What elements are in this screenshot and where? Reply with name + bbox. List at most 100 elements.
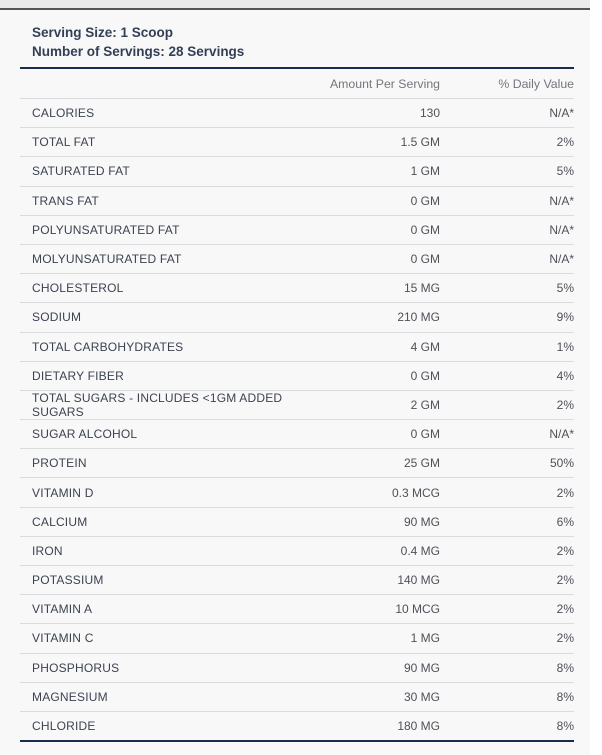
nutrient-amount: 1 MG	[410, 631, 440, 646]
nutrient-amount: 1 GM	[410, 164, 440, 179]
nutrient-name: CALCIUM	[32, 514, 88, 529]
nutrient-daily-value: 5%	[556, 164, 574, 179]
nutrient-daily-value: N/A*	[549, 106, 574, 121]
nutrient-amount: 0 GM	[410, 252, 440, 267]
nutrient-name: IRON	[32, 543, 63, 558]
table-row: VITAMIN D 0.3 MCG 2%	[20, 477, 574, 506]
nutrient-daily-value: 2%	[556, 135, 574, 150]
table-row: VITAMIN A 10 MCG 2%	[20, 594, 574, 623]
nutrient-daily-value: 8%	[556, 719, 574, 734]
page-top-strip	[0, 0, 590, 8]
nutrient-daily-value: 2%	[556, 485, 574, 500]
nutrient-name: MAGNESIUM	[32, 689, 108, 704]
nutrient-daily-value: 50%	[549, 456, 574, 471]
header-amount-per-serving: Amount Per Serving	[329, 76, 440, 91]
nutrient-daily-value: 4%	[556, 368, 574, 383]
nutrient-amount: 0 GM	[410, 427, 440, 442]
nutrient-daily-value: N/A*	[549, 222, 574, 237]
nutrient-amount: 10 MCG	[395, 602, 440, 617]
nutrition-panel: Serving Size: 1 Scoop Number of Servings…	[0, 8, 590, 755]
nutrient-amount: 4 GM	[410, 339, 440, 354]
nutrient-daily-value: 9%	[556, 310, 574, 325]
nutrient-daily-value: N/A*	[549, 193, 574, 208]
table-row: TRANS FAT 0 GM N/A*	[20, 185, 574, 215]
nutrient-daily-value: 2%	[556, 602, 574, 617]
table-row: SUGAR ALCOHOL 0 GM N/A*	[20, 419, 574, 448]
nutrient-amount: 30 MG	[403, 689, 440, 704]
nutrient-name: PHOSPHORUS	[32, 660, 120, 675]
table-row: TOTAL SUGARS - INCLUDES <1GM ADDED SUGAR…	[20, 389, 574, 419]
nutrient-amount: 0.4 MG	[400, 543, 440, 558]
nutrient-amount: 25 GM	[403, 456, 440, 471]
nutrient-amount: 15 MG	[403, 281, 440, 296]
nutrient-amount: 210 MG	[397, 310, 440, 325]
nutrient-amount: 2 GM	[410, 397, 440, 412]
table-row: CHOLESTEROL 15 MG 5%	[20, 273, 574, 302]
nutrient-name: MOLYUNSATURATED FAT	[32, 252, 182, 267]
nutrient-name: VITAMIN C	[32, 631, 94, 646]
table-row: POTASSIUM 140 MG 2%	[20, 565, 574, 594]
nutrient-name: TOTAL CARBOHYDRATES	[32, 339, 184, 354]
table-row: CALORIES 130 N/A*	[20, 98, 574, 127]
nutrient-name: SATURATED FAT	[32, 164, 130, 179]
table-row: TOTAL FAT 1.5 GM 2%	[20, 127, 574, 156]
nutrient-daily-value: N/A*	[549, 427, 574, 442]
nutrient-amount: 90 MG	[403, 660, 440, 675]
nutrient-daily-value: 2%	[556, 631, 574, 646]
nutrient-daily-value: 8%	[556, 689, 574, 704]
nutrient-name: TOTAL SUGARS - INCLUDES <1GM ADDED SUGAR…	[32, 390, 283, 419]
nutrient-daily-value: 8%	[556, 660, 574, 675]
table-row: PROTEIN 25 GM 50%	[20, 448, 574, 477]
table-row: MOLYUNSATURATED FAT 0 GM N/A*	[20, 243, 574, 273]
nutrient-amount: 90 MG	[403, 514, 440, 529]
nutrition-table: Amount Per Serving % Daily Value CALORIE…	[20, 67, 574, 743]
nutrient-name: CHOLESTEROL	[32, 281, 124, 296]
serving-size-text: Serving Size: 1 Scoop	[32, 25, 174, 40]
table-row: PHOSPHORUS 90 MG 8%	[20, 652, 574, 682]
nutrient-daily-value: 1%	[556, 339, 574, 354]
table-row: TOTAL CARBOHYDRATES 4 GM 1%	[20, 331, 574, 361]
table-row: CALCIUM 90 MG 6%	[20, 506, 574, 536]
nutrient-amount: 130	[419, 106, 440, 121]
table-row: POLYUNSATURATED FAT 0 GM N/A*	[20, 214, 574, 244]
header-percent-daily-value: % Daily Value	[498, 76, 574, 91]
table-top-rule	[20, 67, 574, 69]
table-row: DIETARY FIBER 0 GM 4%	[20, 360, 574, 390]
table-row: SODIUM 210 MG 9%	[20, 302, 574, 331]
nutrient-daily-value: 2%	[556, 397, 574, 412]
nutrient-daily-value: 5%	[556, 281, 574, 296]
nutrient-daily-value: 6%	[556, 514, 574, 529]
nutrient-amount: 0 GM	[410, 193, 440, 208]
nutrient-amount: 0.3 MCG	[391, 485, 440, 500]
number-of-servings-text: Number of Servings: 28 Servings	[32, 44, 245, 59]
table-bottom-rule	[20, 740, 574, 743]
nutrient-amount: 140 MG	[397, 573, 440, 588]
table-row: MAGNESIUM 30 MG 8%	[20, 681, 574, 711]
table-row: SATURATED FAT 1 GM 5%	[20, 156, 574, 185]
nutrient-name: TRANS FAT	[32, 193, 99, 208]
table-body: CALORIES 130 N/A* TOTAL FAT 1.5 GM 2% SA…	[20, 98, 574, 740]
nutrient-name: TOTAL FAT	[32, 135, 96, 150]
nutrient-daily-value: 2%	[556, 543, 574, 558]
nutrient-name: SODIUM	[32, 310, 82, 325]
nutrient-name: POLYUNSATURATED FAT	[32, 222, 180, 237]
nutrient-amount: 1.5 GM	[400, 135, 440, 150]
nutrient-name: SUGAR ALCOHOL	[32, 427, 138, 442]
nutrient-amount: 0 GM	[410, 222, 440, 237]
nutrient-name: POTASSIUM	[32, 573, 104, 588]
table-row: IRON 0.4 MG 2%	[20, 535, 574, 565]
nutrient-amount: 0 GM	[410, 368, 440, 383]
nutrient-daily-value: 2%	[556, 573, 574, 588]
table-row: VITAMIN C 1 MG 2%	[20, 623, 574, 652]
nutrient-name: DIETARY FIBER	[32, 368, 124, 383]
nutrient-amount: 180 MG	[397, 719, 440, 734]
serving-info: Serving Size: 1 Scoop Number of Servings…	[0, 10, 590, 61]
table-row: CHLORIDE 180 MG 8%	[20, 710, 574, 740]
nutrient-name: CALORIES	[32, 106, 95, 121]
nutrient-name: VITAMIN D	[32, 485, 94, 500]
nutrient-name: CHLORIDE	[32, 719, 96, 734]
nutrient-daily-value: N/A*	[549, 252, 574, 267]
table-header-row: Amount Per Serving % Daily Value	[20, 69, 574, 98]
nutrient-name: VITAMIN A	[32, 602, 93, 617]
nutrient-name: PROTEIN	[32, 456, 87, 471]
